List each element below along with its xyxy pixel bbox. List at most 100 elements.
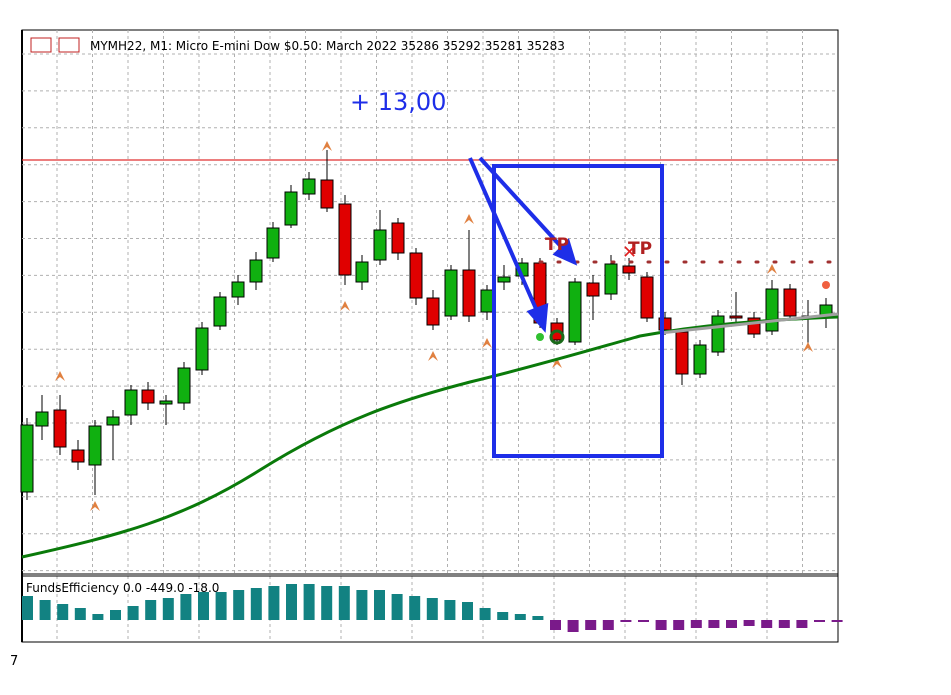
fractal-arrow [90, 501, 100, 511]
fractal-arrow [55, 371, 65, 381]
histogram-bar [726, 620, 737, 628]
indicator-label: FundsEfficiency 0.0 -449.0 -18.0 [26, 581, 219, 595]
histogram-bar [321, 586, 333, 620]
histogram-bar [268, 586, 280, 620]
histogram-bar [514, 614, 526, 620]
trend-line [659, 312, 839, 335]
histogram-bar [110, 610, 121, 620]
arrows [468, 156, 578, 333]
tp-label: TP [545, 235, 569, 255]
candle-body [35, 411, 49, 427]
candles [20, 141, 833, 511]
tp-label: TP [628, 239, 652, 259]
highlight-box [492, 164, 664, 458]
histogram-bar [655, 620, 667, 630]
candle-body [231, 281, 245, 298]
histogram-bar [585, 620, 597, 630]
entry-ring [549, 329, 565, 345]
moving-average [21, 315, 839, 559]
histogram-bar [145, 600, 157, 620]
histogram-bar [690, 620, 702, 628]
fractal-arrow [428, 351, 438, 361]
arrow [478, 156, 568, 254]
histogram-bar [462, 602, 473, 620]
candle-body [88, 425, 102, 466]
candle-body [302, 178, 316, 195]
histogram-bar [567, 620, 579, 632]
histogram-bar [409, 596, 421, 620]
histogram [22, 584, 843, 632]
candle-body [444, 269, 458, 317]
candle-body [320, 179, 334, 209]
candle-body [729, 315, 743, 319]
arrow-head [526, 303, 549, 333]
candle-body [568, 281, 582, 343]
histogram-bar [796, 620, 808, 628]
candle-body [177, 367, 191, 404]
histogram-bar [532, 616, 544, 620]
candle-body [124, 389, 138, 416]
histogram-bar [391, 594, 403, 620]
histogram-bar [743, 620, 755, 626]
candle-body [159, 400, 173, 405]
histogram-bar [338, 586, 350, 620]
fractal-arrow [322, 141, 332, 151]
histogram-bar [57, 604, 69, 620]
candle-body [284, 191, 298, 226]
candle-body [106, 416, 120, 426]
histogram-bar [444, 600, 456, 620]
fractal-arrow [552, 358, 562, 368]
fractal-arrow [803, 342, 813, 352]
histogram-bar [497, 612, 509, 620]
histogram-bar [479, 608, 491, 620]
candle-body [409, 252, 423, 299]
histogram-bar [180, 594, 192, 620]
candle-body [765, 288, 779, 332]
histogram-bar [74, 608, 86, 620]
candle-body [640, 276, 654, 319]
entry-dot [536, 333, 544, 341]
candle-body [497, 276, 511, 283]
histogram-bar [761, 620, 773, 628]
candle-body [711, 315, 725, 353]
candle-body [141, 389, 155, 404]
histogram-bar [620, 620, 632, 622]
histogram-bar [303, 584, 315, 620]
candle-body [20, 424, 34, 493]
histogram-bar [39, 600, 51, 620]
histogram-bar [708, 620, 720, 628]
candle-body [783, 288, 797, 317]
profit-annotation: + 13,00 [350, 88, 446, 116]
candle-body [71, 449, 85, 463]
histogram-bar [550, 620, 561, 630]
fractal-arrow [464, 214, 474, 224]
close-mark: ✕ [622, 242, 637, 263]
candle-body [604, 263, 618, 295]
fractal-arrow [340, 301, 350, 311]
candle-body [213, 296, 227, 327]
candle-body [338, 203, 352, 276]
histogram-bar [673, 620, 685, 630]
histogram-bar [356, 590, 368, 620]
histogram-bar [22, 596, 33, 620]
histogram-bar [215, 592, 227, 620]
histogram-bar [127, 606, 139, 620]
candle-body [586, 282, 600, 297]
candle-body [53, 409, 67, 448]
histogram-bar [814, 620, 825, 622]
histogram-bar [250, 588, 262, 620]
icon [30, 37, 52, 53]
footer-label: 7 [10, 654, 18, 669]
arrow [468, 157, 542, 319]
chart-frame [21, 29, 839, 643]
signal-dot [822, 281, 830, 289]
candle-body [693, 344, 707, 375]
fractal-arrow [482, 338, 492, 348]
header: MYMH22, M1: Micro E-mini Dow $0.50: Marc… [30, 37, 565, 53]
histogram-bar [638, 620, 649, 622]
histogram-bar [426, 598, 438, 620]
histogram-bar [778, 620, 790, 628]
histogram-bar [286, 584, 297, 620]
